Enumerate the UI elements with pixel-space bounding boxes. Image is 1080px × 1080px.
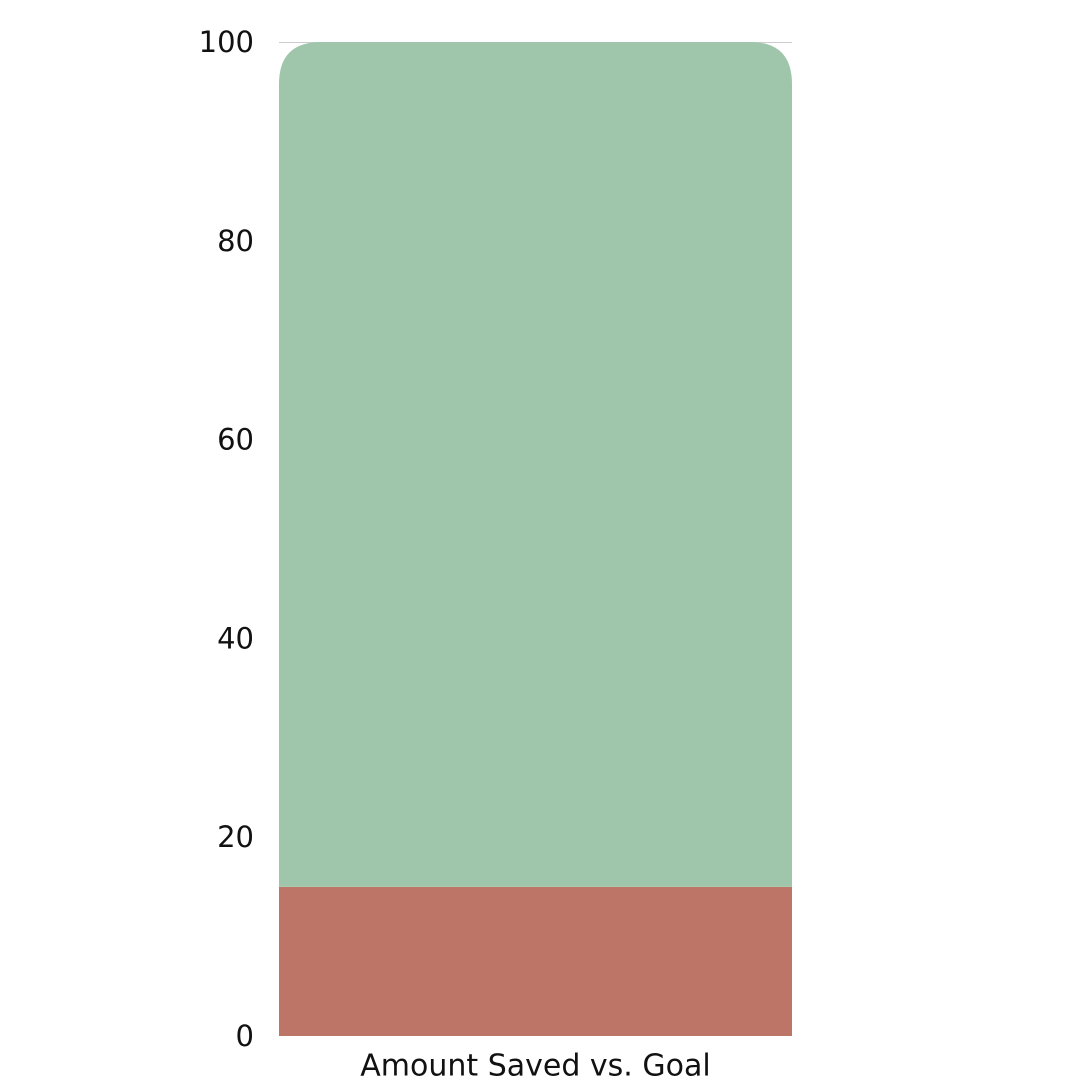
- y-tick-label: 20: [217, 820, 254, 854]
- y-axis: 0 20 40 60 80 100: [199, 25, 254, 1053]
- x-axis: Amount Saved vs. Goal: [360, 1049, 710, 1080]
- y-tick-label: 80: [217, 224, 254, 258]
- bar-segment-1: [279, 886, 792, 1036]
- x-category-label: Amount Saved vs. Goal: [360, 1049, 710, 1080]
- y-tick-label: 0: [236, 1019, 254, 1053]
- y-tick-label: 60: [217, 423, 254, 457]
- bars-layer: [279, 42, 792, 1036]
- bar-segment-2: [279, 42, 792, 887]
- y-tick-label: 100: [199, 25, 254, 59]
- y-tick-label: 40: [217, 621, 254, 655]
